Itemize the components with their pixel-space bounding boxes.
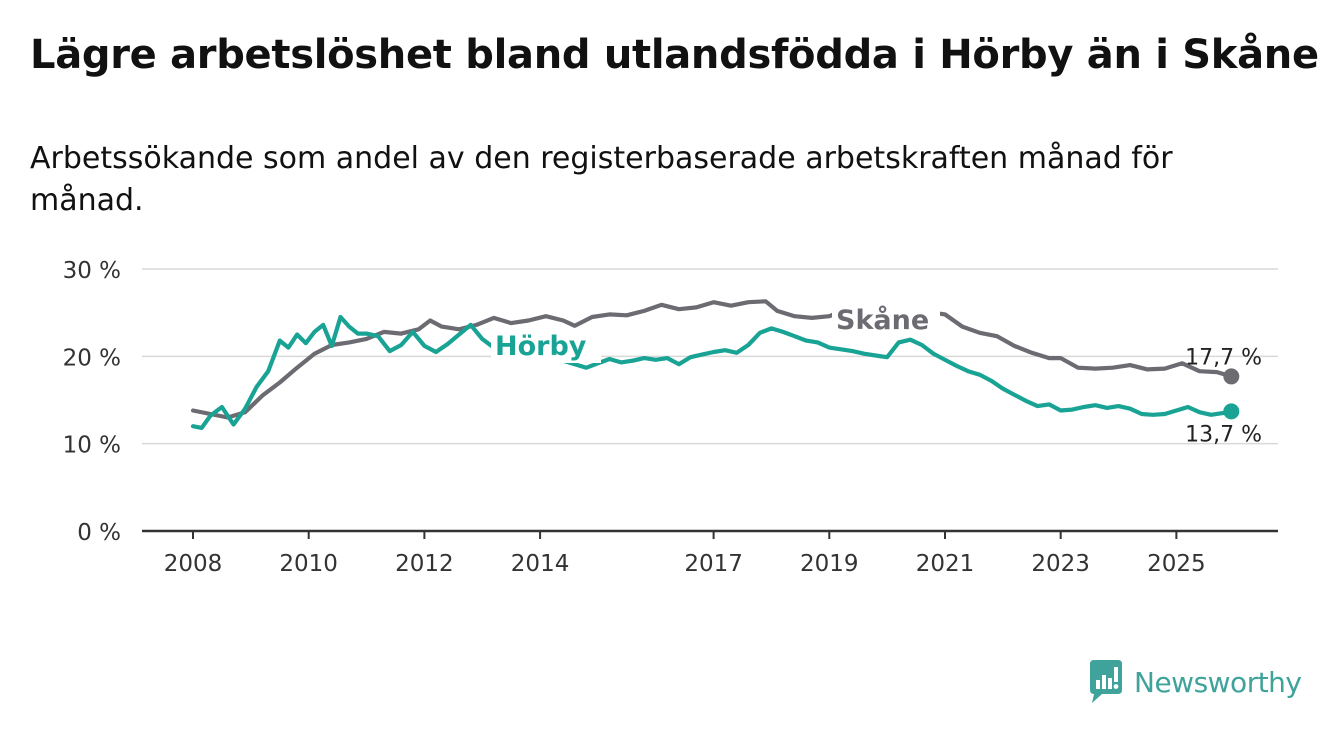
x-tick-label: 2008	[164, 551, 223, 577]
x-tick-label: 2025	[1147, 551, 1206, 577]
x-tick-label: 2021	[916, 551, 975, 577]
x-tick-label: 2014	[511, 551, 570, 577]
newsworthy-logo-icon	[1090, 660, 1122, 703]
series-labels: 17,7 % 13,7 % Skåne Hörby	[491, 303, 1262, 447]
x-tick-label: 2023	[1031, 551, 1090, 577]
x-tick-label: 2012	[395, 551, 454, 577]
y-tick-label: 20 %	[63, 345, 121, 371]
x-axis-ticks: 2008 2010 2012 2014 2017 2019 2021 2023 2025	[164, 531, 1206, 577]
chart-title: Lägre arbetslöshet bland utlandsfödda i …	[30, 32, 1319, 78]
end-point-skne	[1223, 368, 1240, 385]
series-line-hrby	[190, 314, 1234, 430]
y-tick-label: 0 %	[77, 520, 121, 546]
brand-logo: Newsworthy	[1088, 660, 1302, 704]
y-tick-label: 30 %	[63, 258, 121, 284]
series-name-label-skne: Skåne	[836, 304, 929, 336]
series-lines	[190, 299, 1240, 430]
x-tick-label: 2017	[684, 551, 743, 577]
brand-name: Newsworthy	[1134, 665, 1302, 699]
x-tick-label: 2010	[279, 551, 338, 577]
y-tick-label: 10 %	[63, 433, 121, 459]
series-name-bg-skne	[832, 303, 940, 337]
series-line-skne	[190, 299, 1234, 420]
x-tick-label: 2019	[800, 551, 859, 577]
y-axis-tick-labels: 0 % 10 % 20 % 30 %	[63, 258, 121, 546]
end-point-hrby	[1223, 403, 1240, 420]
end-value-label-hrby: 13,7 %	[1185, 422, 1262, 447]
line-chart: 0 % 10 % 20 % 30 % 2008 2010 2012 2014 2017 2019…	[63, 258, 1278, 577]
chart-subtitle: Arbetssökande som andel av den registerb…	[30, 141, 1173, 218]
end-value-label-skne: 17,7 %	[1185, 345, 1262, 370]
series-name-bg-hrby	[491, 329, 601, 363]
grid-lines	[142, 268, 1278, 445]
series-name-label-hrby: Hörby	[495, 331, 587, 362]
